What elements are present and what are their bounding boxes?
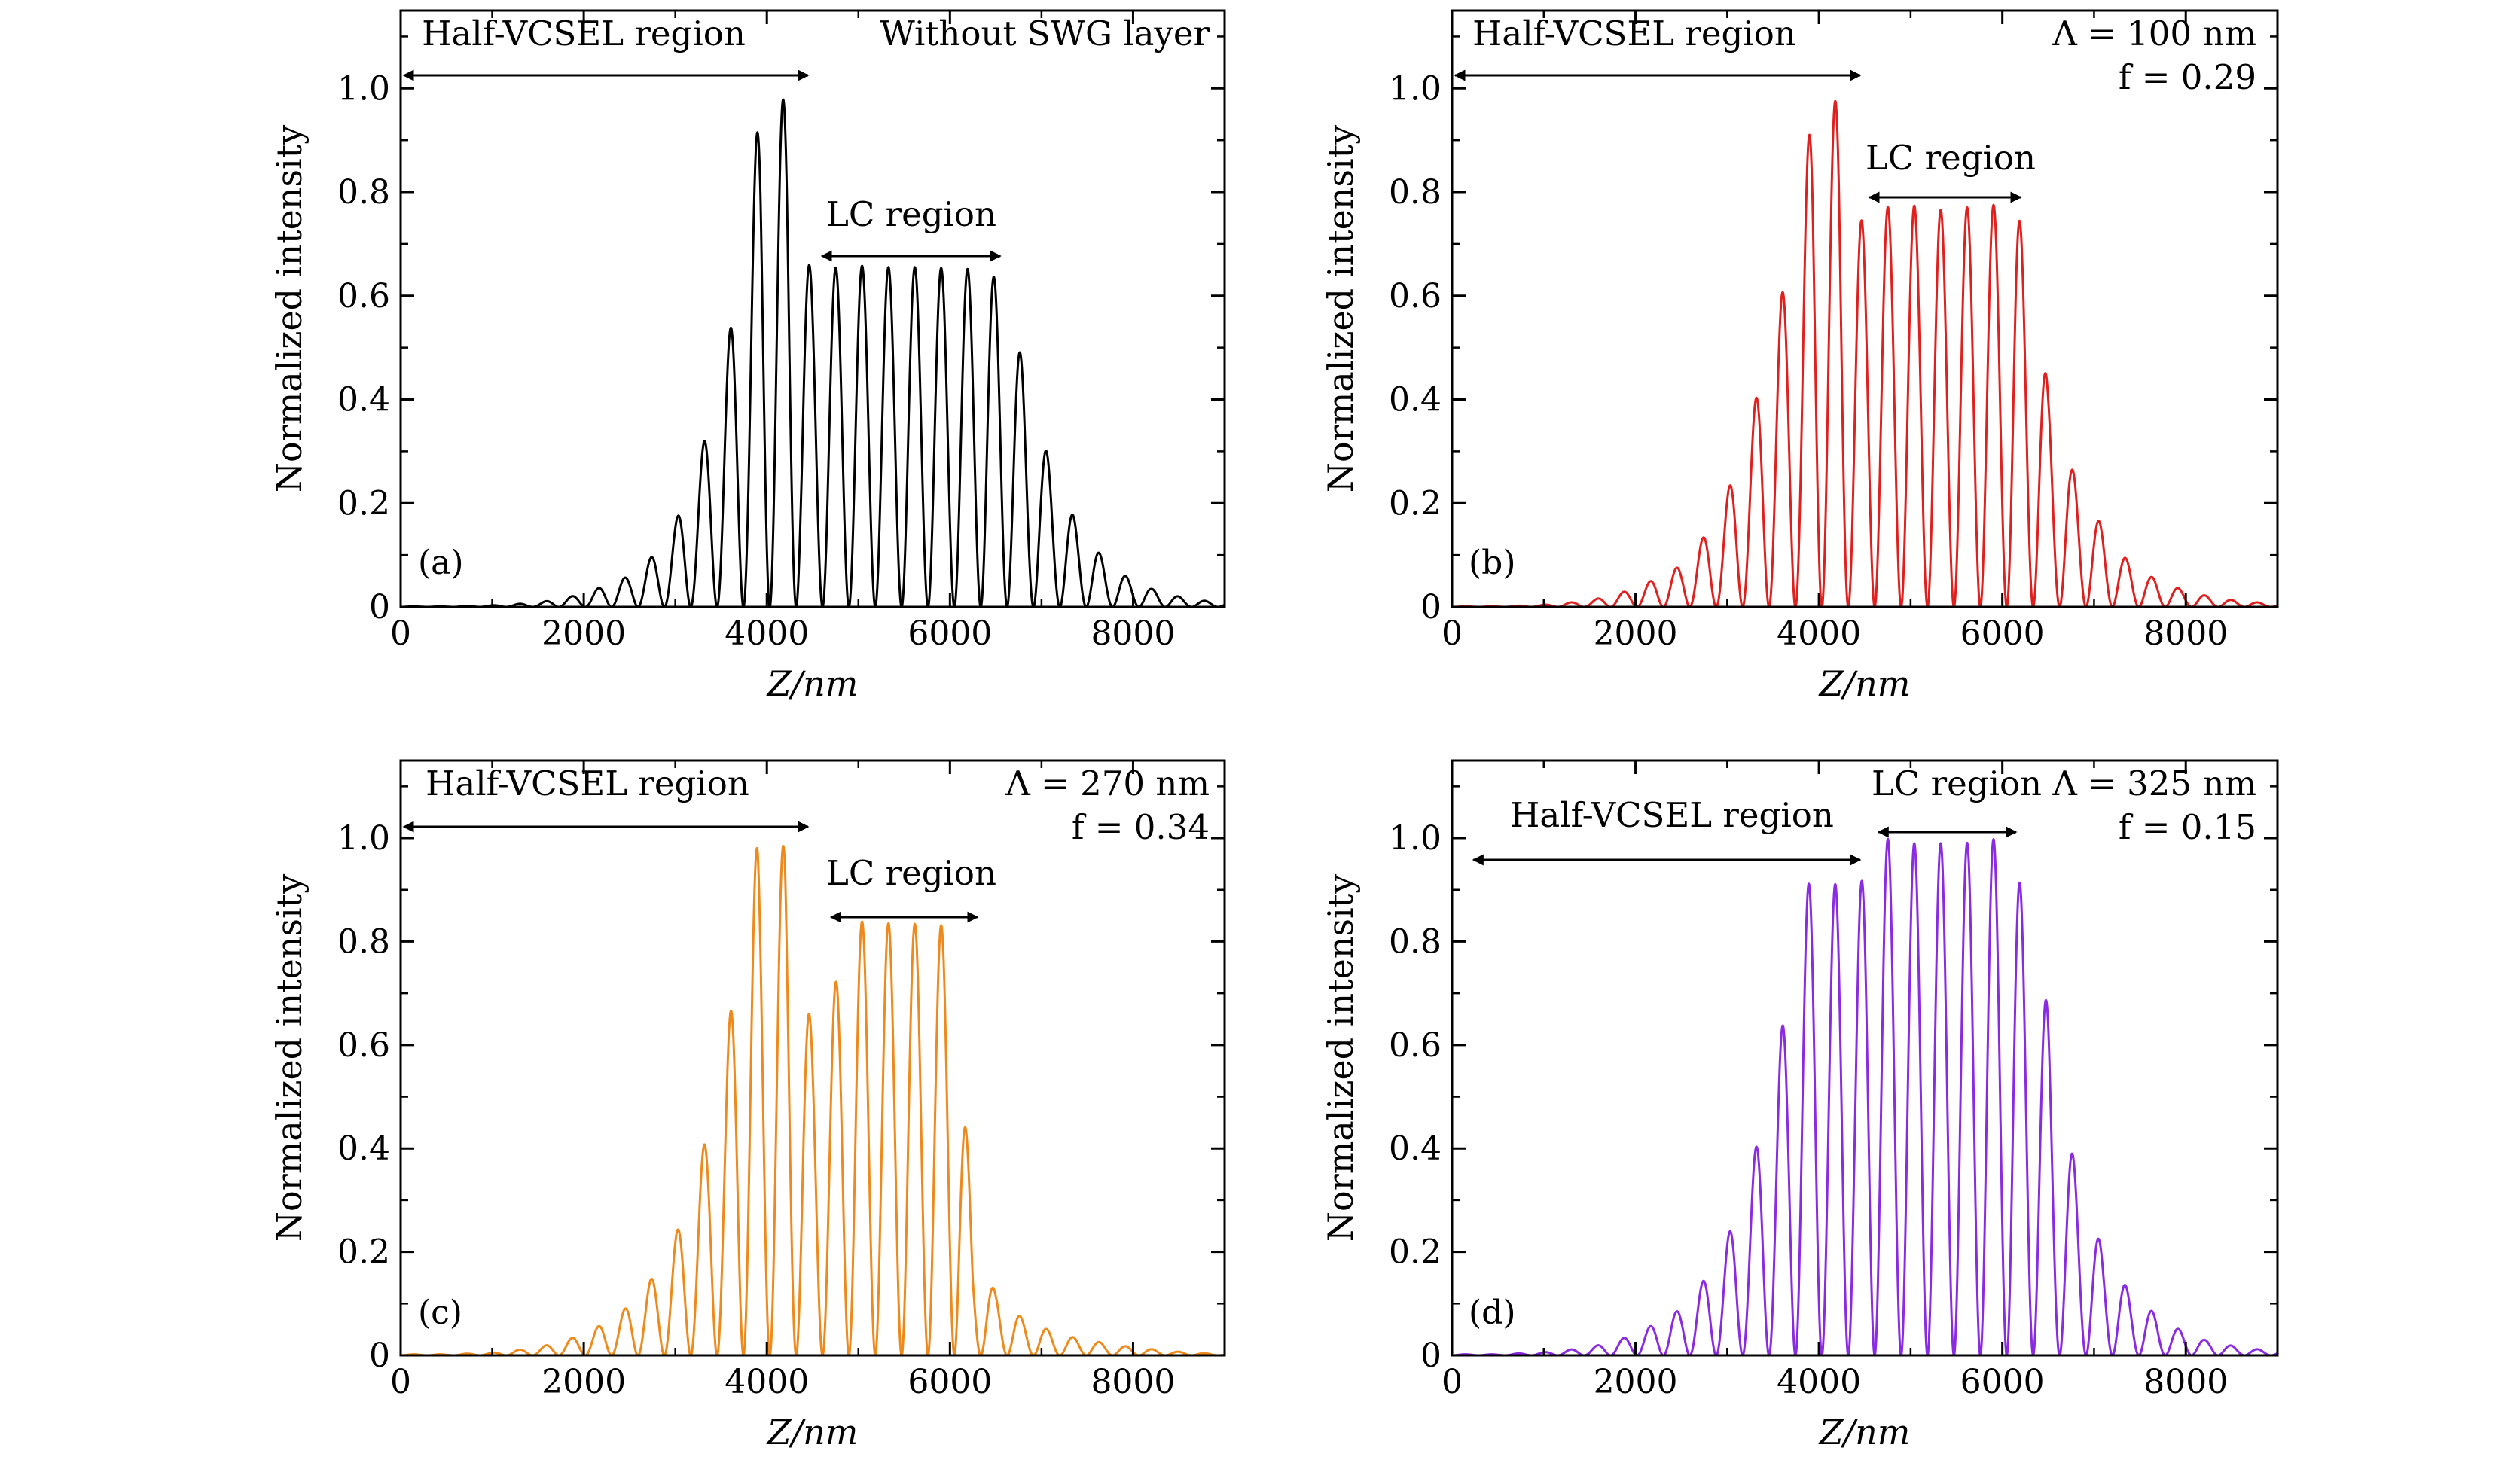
x-tick-label: 8000 bbox=[1091, 614, 1175, 653]
y-axis-label: Normalized intensity bbox=[269, 125, 310, 492]
y-tick-label: 0.2 bbox=[337, 1233, 390, 1272]
x-tick-label: 0 bbox=[1442, 614, 1463, 653]
x-tick-label: 2000 bbox=[1594, 1363, 1678, 1401]
half-vcsel-label: Half-VCSEL region bbox=[1472, 14, 1796, 53]
half-vcsel-label: Half-VCSEL region bbox=[422, 14, 746, 53]
y-tick-label: 0 bbox=[1420, 588, 1442, 626]
corner-annotation: Λ = 270 nm bbox=[1005, 764, 1210, 803]
x-tick-label: 6000 bbox=[1960, 614, 2045, 653]
panel-label: (c) bbox=[418, 1294, 462, 1332]
x-tick-label: 8000 bbox=[2143, 1363, 2228, 1401]
plot-frame bbox=[1451, 759, 2279, 1357]
x-tick-label: 6000 bbox=[908, 614, 992, 653]
plot-frame bbox=[399, 9, 1226, 608]
panel-label: (d) bbox=[1469, 1294, 1516, 1332]
x-tick-label: 8000 bbox=[1091, 1363, 1175, 1401]
half-vcsel-label: Half-VCSEL region bbox=[426, 764, 749, 803]
y-tick-label: 0 bbox=[369, 1337, 390, 1375]
x-tick-label: 0 bbox=[390, 614, 411, 653]
x-tick-label: 2000 bbox=[542, 614, 626, 653]
y-tick-label: 0.6 bbox=[1389, 1026, 1442, 1065]
x-tick-label: 2000 bbox=[1594, 614, 1678, 653]
y-tick-label: 0.2 bbox=[337, 484, 390, 523]
chart-panel-a: 0 2000 4000 6000 8000 0 0.2 0.4 0.6 0.8 1.0 Z/nm Nor… bbox=[269, 9, 1226, 704]
y-tick-label: 0 bbox=[369, 588, 390, 626]
x-tick-label: 4000 bbox=[725, 614, 809, 653]
y-tick-label: 0.2 bbox=[1389, 484, 1442, 523]
half-vcsel-label: Half-VCSEL region bbox=[1510, 795, 1834, 835]
x-axis-label: Z/nm bbox=[1818, 663, 1911, 704]
chart-panel-b: 0 2000 4000 6000 8000 0 0.2 0.4 0.6 0.8 1.0 Z/nm Nor… bbox=[1320, 9, 2279, 704]
x-tick-label: 6000 bbox=[1960, 1363, 2045, 1401]
x-tick-label: 0 bbox=[1442, 1363, 1463, 1401]
x-axis-label: Z/nm bbox=[1818, 1412, 1911, 1452]
y-tick-label: 0.4 bbox=[337, 381, 390, 419]
x-tick-label: 4000 bbox=[725, 1363, 809, 1401]
x-axis-label: Z/nm bbox=[766, 1412, 859, 1452]
y-tick-label: 1.0 bbox=[1389, 819, 1442, 858]
lc-region-label: LC region bbox=[826, 194, 996, 234]
chart-panel-c: 0 2000 4000 6000 8000 0 0.2 0.4 0.6 0.8 1.0 Z/nm Nor… bbox=[269, 759, 1226, 1452]
lc-region-label: LC region bbox=[1866, 138, 2036, 178]
x-tick-label: 2000 bbox=[542, 1363, 626, 1401]
intensity-line bbox=[1451, 837, 2279, 1357]
y-tick-label: 0.4 bbox=[1389, 1129, 1442, 1168]
y-tick-label: 0.6 bbox=[1389, 277, 1442, 315]
corner-annotation: f = 0.29 bbox=[2119, 57, 2256, 97]
y-tick-label: 1.0 bbox=[337, 69, 390, 108]
y-axis-label: Normalized intensity bbox=[1320, 125, 1361, 492]
y-axis-label: Normalized intensity bbox=[269, 874, 310, 1242]
y-tick-label: 0.6 bbox=[337, 1026, 390, 1065]
lc-region-label: LC region bbox=[826, 853, 996, 893]
corner-annotation: Λ = 100 nm bbox=[2052, 14, 2256, 53]
y-tick-label: 1.0 bbox=[1389, 69, 1442, 108]
y-axis-label: Normalized intensity bbox=[1320, 874, 1361, 1242]
y-tick-label: 1.0 bbox=[337, 819, 390, 858]
y-tick-label: 0.4 bbox=[337, 1129, 390, 1168]
x-tick-label: 6000 bbox=[908, 1363, 992, 1401]
y-tick-label: 0.2 bbox=[1389, 1233, 1442, 1272]
chart-panel-d: 0 2000 4000 6000 8000 0 0.2 0.4 0.6 0.8 1.0 Z/nm Nor… bbox=[1320, 759, 2279, 1452]
y-tick-label: 0 bbox=[1420, 1337, 1442, 1375]
x-axis-label: Z/nm bbox=[766, 663, 859, 704]
x-tick-label: 4000 bbox=[1777, 1363, 1861, 1401]
plot-frame bbox=[399, 759, 1226, 1357]
corner-annotation: LC region Λ = 325 nm bbox=[1872, 764, 2256, 803]
x-tick-label: 4000 bbox=[1777, 614, 1861, 653]
intensity-line bbox=[399, 98, 1226, 608]
plot-frame bbox=[1451, 9, 2279, 608]
x-tick-label: 0 bbox=[390, 1363, 411, 1401]
corner-annotation: Without SWG layer bbox=[880, 14, 1210, 53]
y-tick-label: 0.6 bbox=[337, 277, 390, 315]
y-tick-label: 0.8 bbox=[337, 922, 390, 961]
y-tick-label: 0.8 bbox=[337, 173, 390, 212]
corner-annotation: f = 0.34 bbox=[1072, 807, 1210, 847]
panel-label: (b) bbox=[1469, 544, 1516, 582]
corner-annotation: f = 0.15 bbox=[2119, 807, 2256, 847]
intensity-line bbox=[399, 844, 1226, 1357]
x-tick-label: 8000 bbox=[2143, 614, 2228, 653]
y-tick-label: 0.8 bbox=[1389, 173, 1442, 212]
y-tick-label: 0.8 bbox=[1389, 922, 1442, 961]
y-tick-label: 0.4 bbox=[1389, 381, 1442, 419]
panel-label: (a) bbox=[418, 544, 464, 582]
